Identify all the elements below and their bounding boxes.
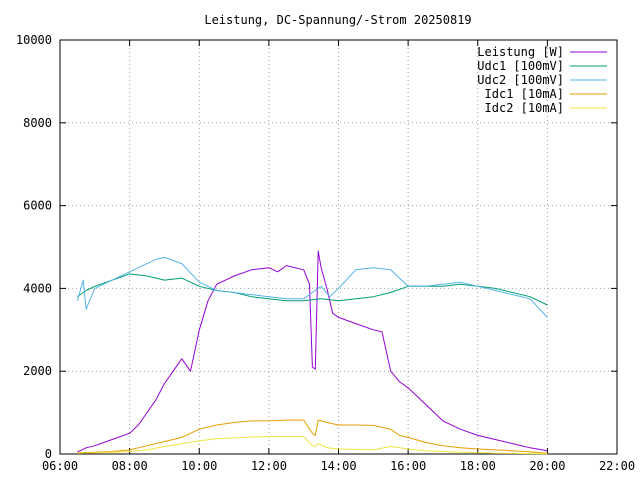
y-tick-label: 2000 xyxy=(23,364,52,378)
chart-title: Leistung, DC-Spannung/-Strom 20250819 xyxy=(204,13,471,27)
series-line-udc2-100mv xyxy=(76,256,548,318)
legend-label: Idc2 [10mA] xyxy=(485,101,564,115)
x-tick-label: 22:00 xyxy=(599,459,635,473)
x-tick-label: 16:00 xyxy=(390,459,426,473)
legend: Leistung [W]Udc1 [100mV]Udc2 [100mV]Idc1… xyxy=(477,45,607,115)
series-line-leistung-w xyxy=(77,250,548,453)
series-line-idc1-10ma xyxy=(77,419,548,454)
x-tick-label: 18:00 xyxy=(460,459,496,473)
series-line-idc2-10ma xyxy=(77,436,548,455)
y-tick-label: 10000 xyxy=(16,33,52,47)
legend-label: Udc2 [100mV] xyxy=(477,73,564,87)
y-tick-label: 0 xyxy=(45,447,52,461)
x-tick-label: 20:00 xyxy=(529,459,565,473)
series-lines xyxy=(76,250,548,455)
series-line-udc1-100mv xyxy=(77,273,548,306)
axis-ticks: 06:00 08:00 10:00 12:00 14:00 16:00 18:00 20:00… xyxy=(16,33,635,473)
legend-label: Udc1 [100mV] xyxy=(477,59,564,73)
legend-label: Leistung [W] xyxy=(477,45,564,59)
y-tick-label: 6000 xyxy=(23,199,52,213)
x-tick-label: 12:00 xyxy=(251,459,287,473)
y-tick-label: 8000 xyxy=(23,116,52,130)
legend-label: Idc1 [10mA] xyxy=(485,87,564,101)
x-tick-label: 08:00 xyxy=(112,459,148,473)
grid xyxy=(60,40,617,454)
y-tick-label: 4000 xyxy=(23,281,52,295)
x-tick-label: 10:00 xyxy=(181,459,217,473)
x-tick-label: 14:00 xyxy=(320,459,356,473)
x-tick-label: 06:00 xyxy=(42,459,78,473)
